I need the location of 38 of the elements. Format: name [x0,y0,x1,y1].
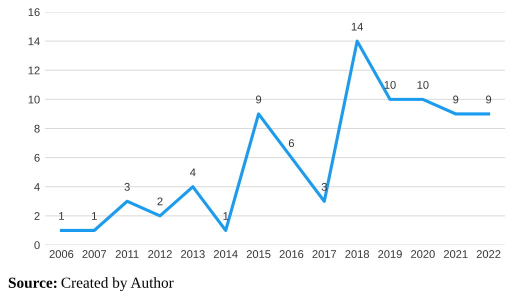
x-tick-label: 2011 [116,250,139,258]
data-label: 6 [288,139,294,148]
x-tick-label: 2018 [345,250,370,258]
data-label: 9 [453,96,458,104]
x-tick-label: 2017 [312,250,336,258]
y-tick-label: 16 [28,8,40,16]
y-tick-label: 14 [28,38,40,46]
y-tick-label: 10 [28,96,40,104]
data-label: 9 [486,96,492,104]
x-tick-label: 2006 [50,250,74,258]
data-label: 10 [418,80,429,89]
y-tick-label: 12 [28,66,40,74]
data-label: 14 [352,22,363,30]
x-tick-label: 2013 [181,250,205,258]
data-label: 3 [124,182,130,191]
data-label: 1 [59,212,64,220]
source-note: Source: Created by Author [8,277,174,291]
x-tick-label: 2021 [444,250,468,258]
x-tick-label: 2007 [82,250,106,258]
data-label: 9 [256,96,262,104]
y-tick-label: 6 [34,154,40,162]
x-tick-label: 2019 [378,250,402,258]
x-tick-label: 2016 [280,250,304,258]
y-tick-label: 8 [34,124,40,133]
data-label: 10 [384,80,396,89]
x-tick-label: 2015 [246,250,270,258]
data-label: 1 [223,212,228,220]
y-tick-label: 0 [34,241,40,250]
line-series [60,40,490,232]
data-label: 2 [157,197,163,206]
x-tick-label: 2014 [214,250,238,258]
data-label: 4 [190,168,196,176]
y-tick-label: 4 [34,183,40,191]
x-tick-label: 2012 [148,250,172,258]
data-label: 1 [92,212,97,220]
x-tick-label: 2020 [411,250,435,258]
x-tick-label: 2022 [476,250,500,258]
y-tick-label: 2 [34,212,40,220]
